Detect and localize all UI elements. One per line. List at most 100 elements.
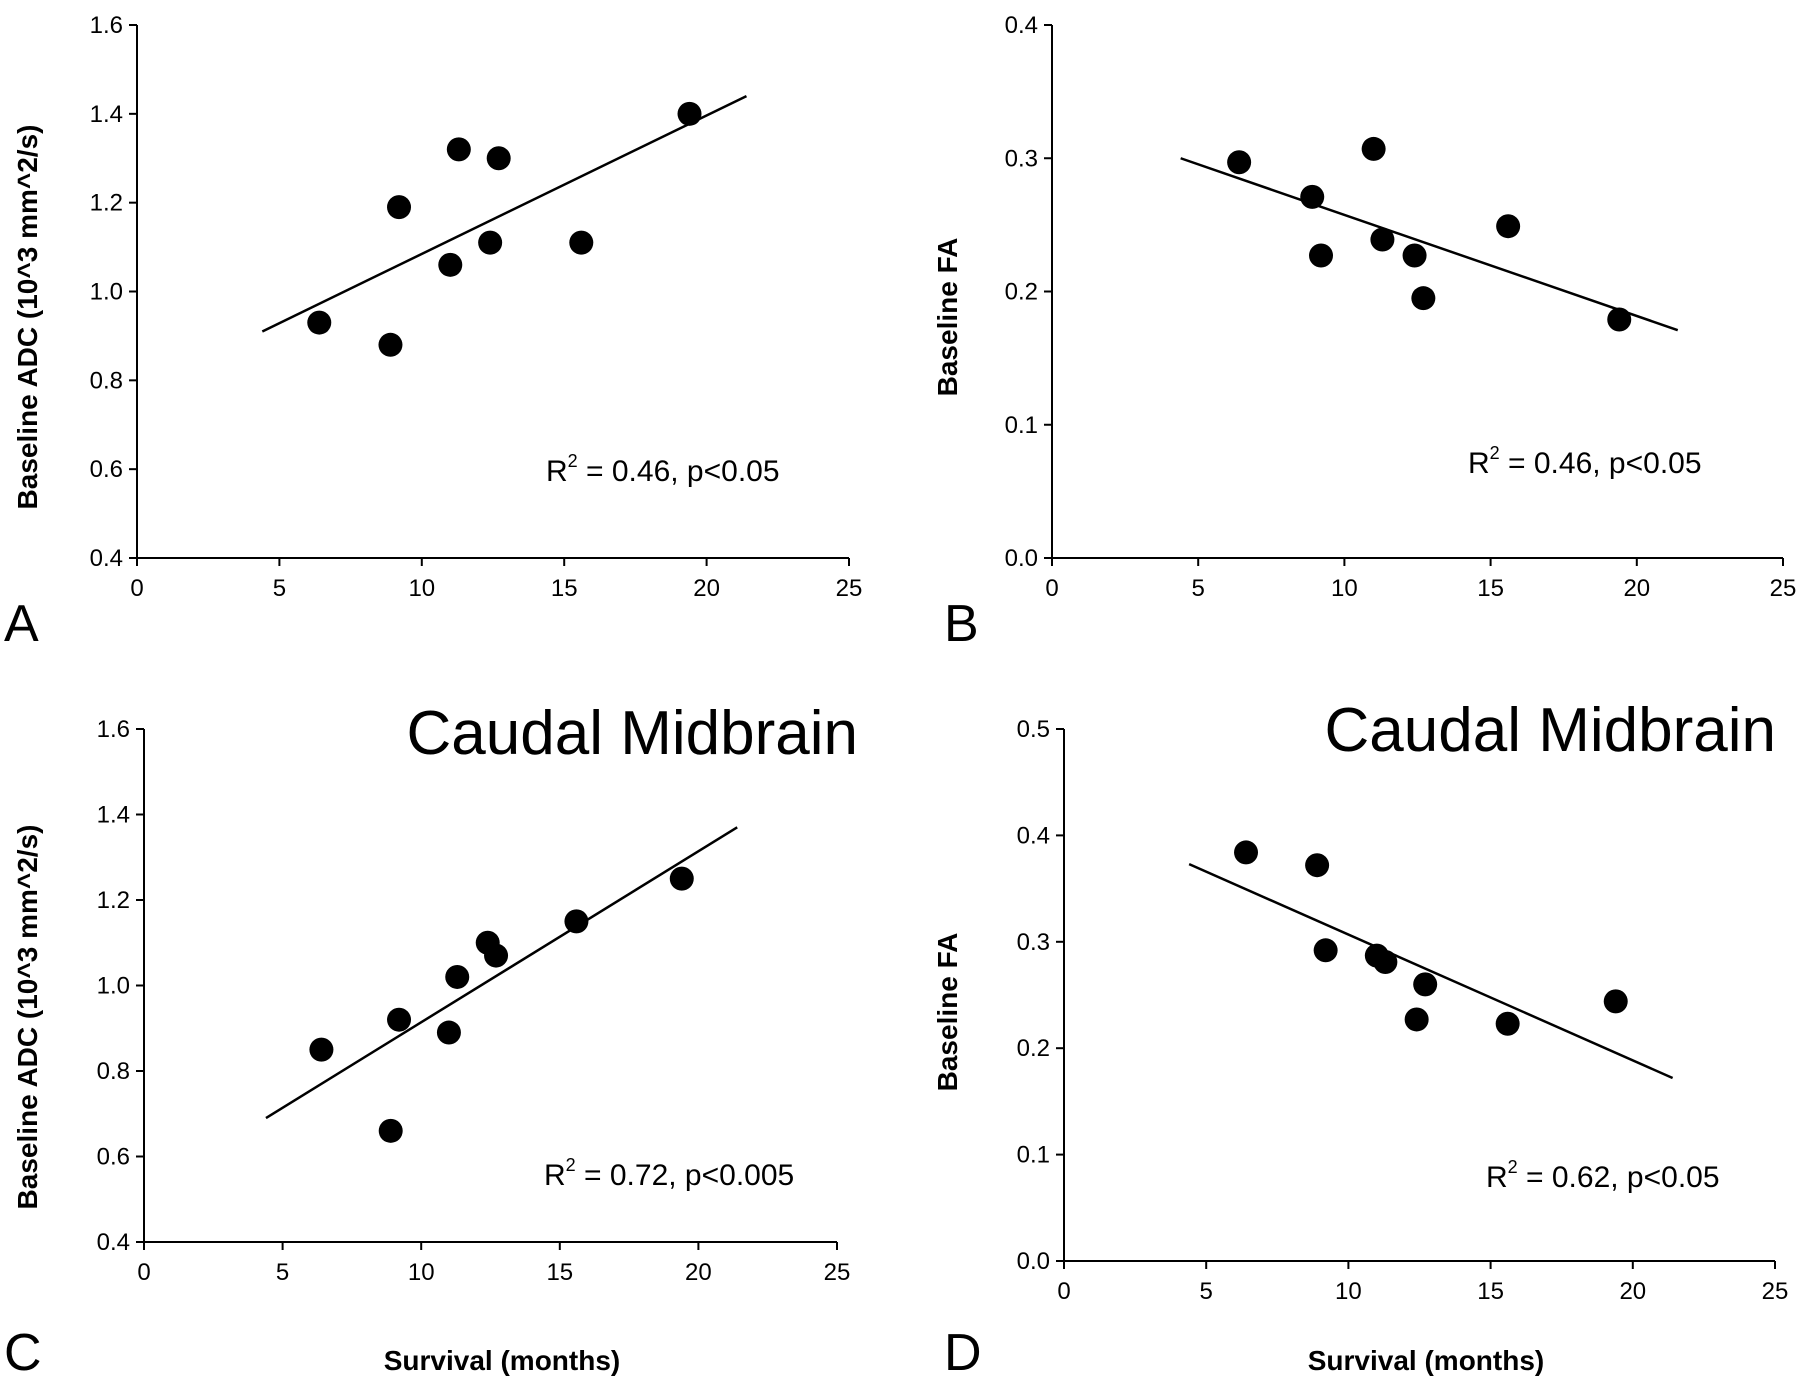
x-tick-label: 25	[836, 575, 863, 602]
r2-superscript: 2	[568, 451, 578, 471]
x-tick-label: 15	[546, 1259, 573, 1286]
r2-symbol: R	[1468, 447, 1490, 480]
data-point	[387, 195, 412, 220]
stats-annotation: R2 = 0.72, p<0.005	[544, 1155, 794, 1192]
y-axis-title: Baseline ADC (10^3 mm^2/s)	[12, 825, 43, 1210]
y-tick-label: 0.6	[90, 456, 123, 483]
x-tick-label: 10	[1335, 1278, 1362, 1305]
x-tick-label: 0	[137, 1259, 150, 1286]
panel-d: Caudal Midbrain Baseline FA Survival (mo…	[932, 696, 1788, 1382]
data-point	[309, 1037, 334, 1062]
data-point	[1373, 950, 1398, 975]
y-tick-label: 0.6	[97, 1144, 130, 1171]
data-point	[1411, 286, 1436, 311]
y-tick-label: 0.4	[90, 545, 123, 572]
data-point	[569, 230, 594, 255]
x-tick-label: 20	[1619, 1278, 1646, 1305]
y-tick-label: 1.0	[97, 973, 130, 1000]
data-point	[1495, 1011, 1520, 1036]
x-tick-label: 10	[1331, 575, 1358, 602]
x-tick-label: 25	[824, 1259, 851, 1286]
y-tick-label: 1.0	[90, 279, 123, 306]
data-point	[486, 146, 511, 171]
stats-annotation: R2 = 0.46, p<0.05	[546, 451, 780, 488]
y-tick-label: 1.4	[90, 101, 123, 128]
data-point	[1227, 150, 1252, 175]
data-point	[1402, 243, 1427, 268]
x-tick-label: 5	[1192, 575, 1205, 602]
data-point	[1300, 184, 1325, 209]
data-point	[1305, 853, 1330, 878]
data-point	[438, 252, 463, 277]
panel-letter: D	[944, 1324, 982, 1382]
x-tick-label: 15	[1477, 1278, 1504, 1305]
data-point	[1361, 136, 1386, 161]
y-tick-label: 0.2	[1005, 279, 1038, 306]
x-axis-title: Survival (months)	[384, 1345, 620, 1376]
y-tick-label: 0.1	[1017, 1142, 1050, 1169]
r2-symbol: R	[1486, 1161, 1508, 1194]
x-tick-label: 25	[1770, 575, 1797, 602]
y-tick-label: 0.0	[1005, 545, 1038, 572]
x-tick-label: 15	[1477, 575, 1504, 602]
panel-letter: B	[944, 595, 979, 653]
y-tick-label: 0.4	[1017, 822, 1050, 849]
stats-annotation: R2 = 0.46, p<0.05	[1468, 443, 1702, 480]
panel-title: Caudal Midbrain	[407, 699, 858, 768]
y-tick-label: 0.2	[1017, 1035, 1050, 1062]
y-tick-label: 0.0	[1017, 1248, 1050, 1275]
data-point	[446, 137, 471, 162]
y-tick-label: 0.3	[1017, 929, 1050, 956]
y-tick-label: 1.6	[97, 716, 130, 743]
regression-line	[261, 94, 748, 333]
data-point	[1607, 307, 1632, 332]
x-tick-label: 5	[276, 1259, 289, 1286]
y-axis-title: Baseline ADC (10^3 mm^2/s)	[12, 125, 43, 510]
data-point	[669, 866, 694, 891]
stats-text: = 0.62, p<0.05	[1518, 1161, 1720, 1194]
y-tick-label: 0.4	[97, 1229, 130, 1256]
x-tick-label: 15	[551, 575, 578, 602]
x-tick-label: 0	[1045, 575, 1058, 602]
y-tick-label: 1.4	[97, 802, 130, 829]
x-tick-label: 20	[685, 1259, 712, 1286]
data-point	[1370, 227, 1395, 252]
x-tick-label: 0	[130, 575, 143, 602]
x-tick-label: 25	[1762, 1278, 1789, 1305]
data-point	[387, 1007, 412, 1032]
data-point	[1496, 214, 1521, 239]
data-point	[1404, 1007, 1429, 1032]
y-tick-label: 1.2	[90, 190, 123, 217]
regression-line	[1188, 862, 1674, 1080]
data-point	[378, 332, 403, 357]
data-point	[677, 101, 702, 126]
x-tick-label: 0	[1057, 1278, 1070, 1305]
y-tick-label: 0.8	[90, 367, 123, 394]
data-point	[1234, 840, 1259, 865]
data-point	[378, 1118, 403, 1143]
y-tick-label: 0.1	[1005, 412, 1038, 439]
x-tick-label: 20	[693, 575, 720, 602]
x-tick-label: 5	[273, 575, 286, 602]
r2-superscript: 2	[1490, 443, 1500, 463]
r2-superscript: 2	[1508, 1157, 1518, 1177]
x-axis-title: Survival (months)	[1308, 1345, 1544, 1376]
data-point	[564, 909, 589, 934]
y-tick-label: 1.2	[97, 887, 130, 914]
regression-line	[265, 826, 738, 1120]
stats-text: = 0.46, p<0.05	[1500, 447, 1702, 480]
data-point	[436, 1020, 461, 1045]
x-tick-label: 10	[408, 1259, 435, 1286]
panel-a: Baseline ADC (10^3 mm^2/s) A R2 = 0.46, …	[4, 12, 862, 653]
y-axis-title: Baseline FA	[932, 933, 963, 1092]
r2-symbol: R	[544, 1159, 566, 1192]
data-point	[1413, 972, 1438, 997]
panel-letter: C	[4, 1324, 42, 1382]
data-point	[1603, 989, 1628, 1014]
y-tick-label: 1.6	[90, 12, 123, 39]
panel-letter: A	[4, 595, 39, 653]
regression-line	[1180, 157, 1679, 332]
r2-superscript: 2	[566, 1155, 576, 1175]
data-point	[1313, 938, 1338, 963]
